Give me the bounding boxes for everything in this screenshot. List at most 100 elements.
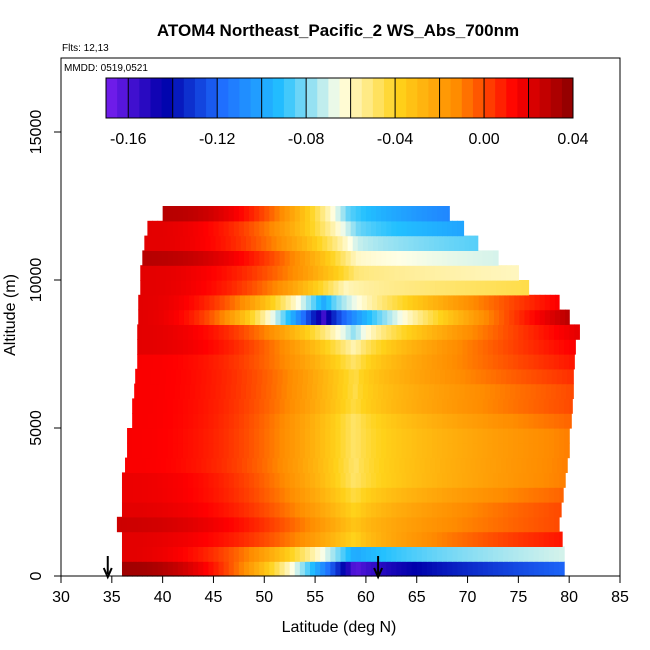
heat-cell [409, 457, 416, 473]
heat-cell [538, 428, 545, 444]
heat-cell [169, 383, 176, 399]
heat-cell [386, 220, 392, 237]
heat-cell [424, 368, 431, 385]
heat-cell [421, 546, 428, 562]
heat-cell [272, 457, 279, 473]
heat-cell [272, 280, 279, 296]
heat-cell [477, 516, 484, 533]
colorbar-cell [439, 78, 452, 118]
heat-cell [503, 487, 509, 503]
heat-cell [384, 457, 390, 473]
heat-cell [540, 383, 547, 399]
heat-cell [355, 220, 362, 237]
heat-cell [569, 324, 575, 340]
heat-cell [188, 339, 194, 355]
heat-cell [289, 531, 296, 547]
heat-cell [442, 442, 448, 459]
colorbar-cell [528, 78, 541, 118]
heat-cell [317, 383, 323, 399]
heat-cell [132, 561, 138, 577]
heat-cell [396, 250, 403, 266]
heat-cell [340, 413, 347, 429]
heat-cell [335, 206, 342, 222]
heat-cell [365, 413, 372, 429]
heat-cell [475, 265, 482, 281]
heat-cell [127, 442, 133, 459]
heat-cell [401, 324, 408, 340]
heat-cell [518, 324, 525, 340]
heat-cell [459, 383, 466, 399]
heat-cell [262, 457, 268, 473]
heat-cell [143, 309, 150, 325]
heat-cell [313, 457, 319, 473]
heat-cell [370, 502, 377, 518]
heat-cell [127, 531, 133, 547]
heat-cell [498, 502, 504, 518]
heat-cell [304, 531, 311, 547]
heat-cell [472, 487, 479, 503]
heat-cell [310, 413, 316, 429]
heat-cell [147, 561, 154, 577]
heat-cell [238, 324, 245, 340]
heat-cell [228, 561, 235, 577]
heat-cell [304, 487, 311, 503]
heat-cell [402, 294, 409, 311]
heat-cell [213, 220, 220, 237]
heat-cell [279, 398, 286, 414]
heat-cell [218, 354, 225, 370]
heat-cell [254, 531, 260, 547]
heat-cell [503, 442, 509, 459]
heat-cell [533, 428, 540, 444]
heat-cell [177, 206, 184, 222]
heat-cell [462, 324, 469, 340]
heat-cell [304, 398, 311, 414]
heat-cell [376, 354, 382, 370]
heat-cell [437, 206, 443, 222]
heat-cell [198, 502, 204, 518]
heat-cell [360, 339, 367, 355]
heat-cell [411, 546, 418, 562]
heat-cell [238, 487, 245, 503]
heat-cell [391, 413, 397, 429]
heat-cell [462, 516, 469, 533]
heat-cell [233, 339, 240, 355]
heat-cell [223, 428, 230, 444]
heat-cell [199, 309, 205, 325]
heat-cell [300, 294, 307, 311]
heat-cell [437, 442, 443, 459]
heat-cell [274, 502, 281, 518]
heat-cell [294, 442, 301, 459]
heat-cell [149, 383, 156, 399]
heat-cell [135, 368, 141, 385]
heat-cell [406, 487, 413, 503]
heat-cell [172, 250, 179, 266]
heat-cell [538, 487, 545, 503]
heat-cell [274, 516, 281, 533]
heat-cell [440, 280, 446, 296]
heat-cell [191, 280, 197, 296]
heat-cell [345, 250, 352, 266]
heat-cell [315, 561, 321, 577]
heat-cell [447, 398, 453, 414]
heat-cell [186, 368, 192, 385]
heat-cell [452, 516, 458, 533]
heat-cell [508, 531, 514, 547]
heat-cell [508, 428, 514, 444]
heat-cell [274, 206, 281, 222]
heat-cell [274, 220, 281, 237]
heat-cell [269, 502, 276, 518]
heat-cell [490, 265, 497, 281]
heat-cell [452, 220, 458, 237]
heat-cell [175, 265, 182, 281]
heat-cell [478, 294, 485, 311]
colorbar-cell [428, 78, 441, 118]
heat-cell [553, 398, 560, 414]
heat-cell [365, 442, 372, 459]
heat-cell [254, 546, 260, 562]
heat-cell [198, 354, 204, 370]
heat-cell [467, 339, 474, 355]
heat-cell [351, 309, 358, 325]
heat-cell [569, 398, 573, 414]
heat-cell [208, 428, 215, 444]
heat-cell [254, 413, 260, 429]
